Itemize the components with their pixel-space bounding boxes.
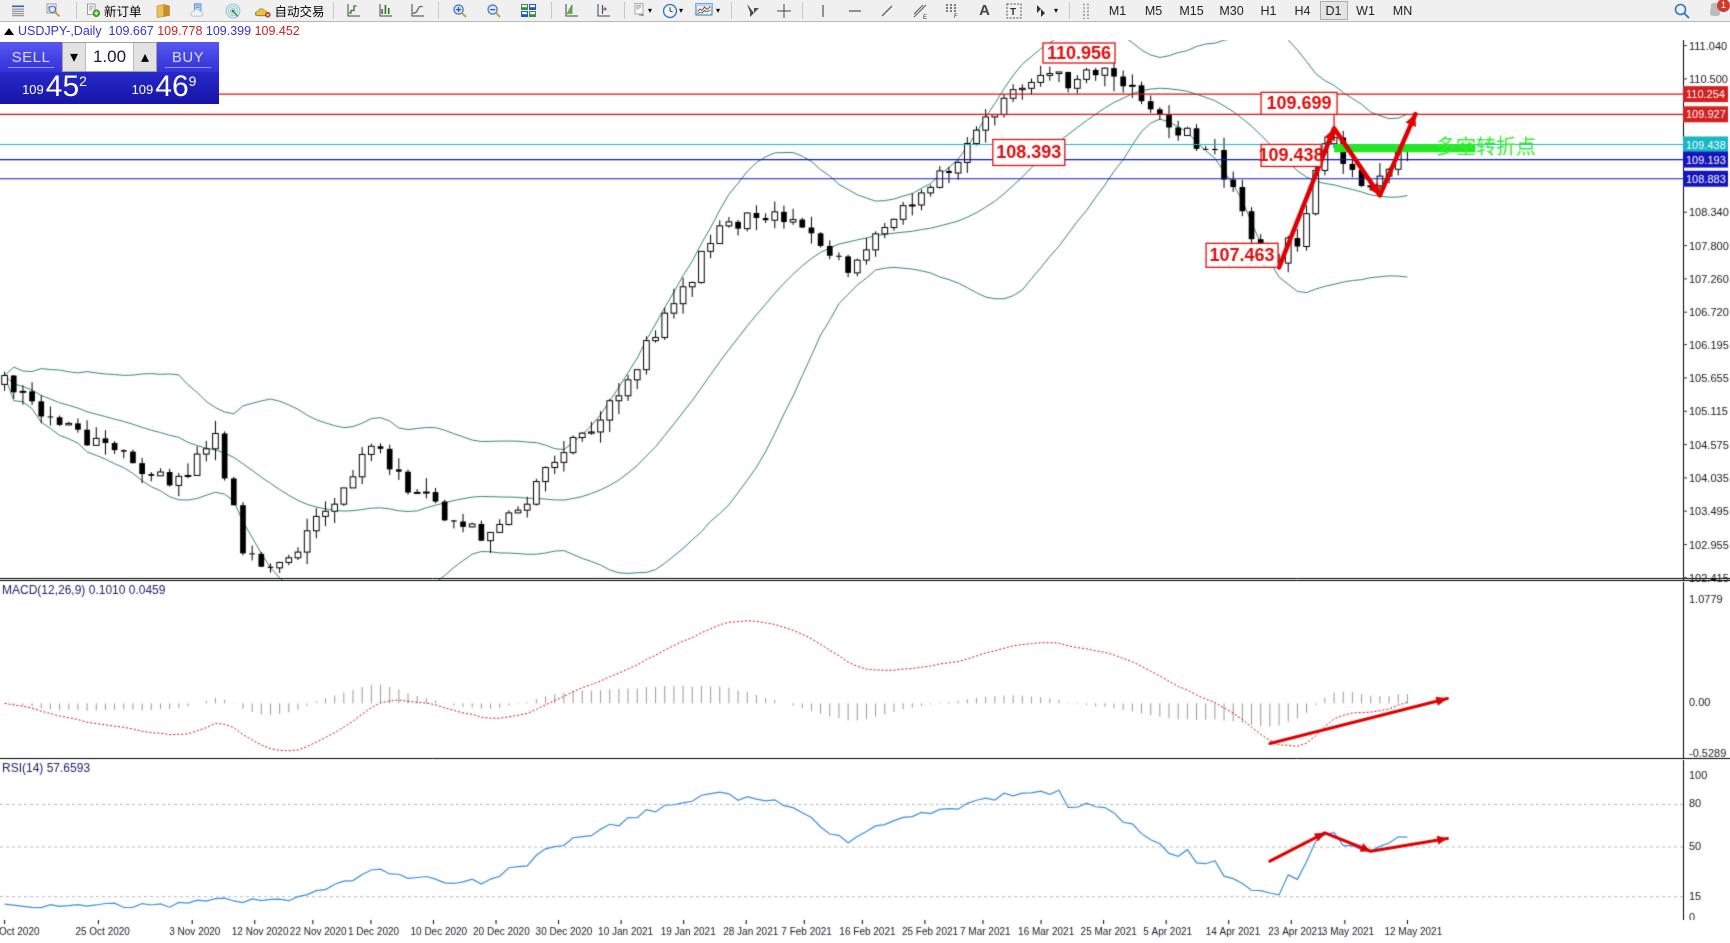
svg-text:F: F (954, 14, 958, 19)
svg-text:E: E (923, 15, 927, 19)
svg-text:T: T (1010, 7, 1016, 18)
